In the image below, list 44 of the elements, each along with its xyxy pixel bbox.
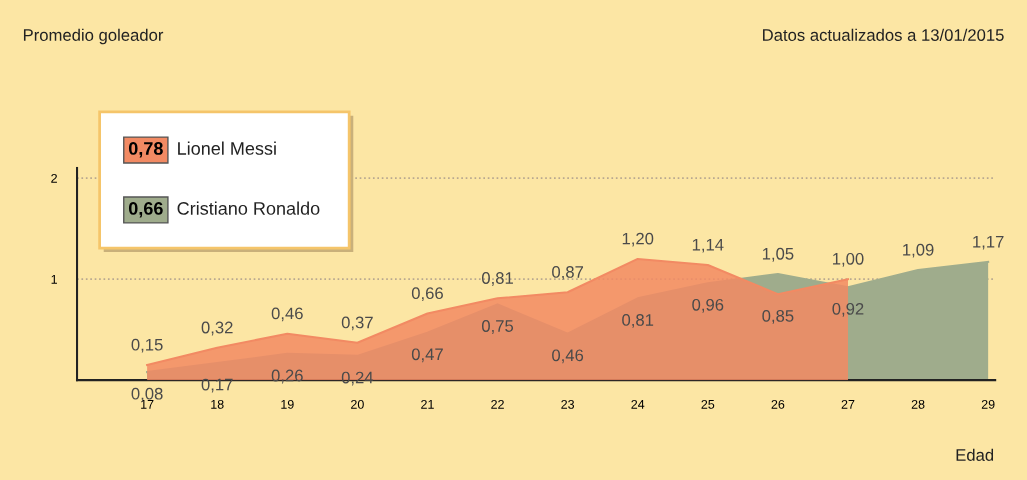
x-tick-label: 23 bbox=[561, 399, 575, 409]
x-tick-label: 29 bbox=[981, 399, 995, 409]
text: 0,78 bbox=[128, 142, 163, 158]
data-label: 0,75 bbox=[481, 320, 514, 334]
data-label: 0,85 bbox=[762, 310, 794, 324]
x-tick-label: 18 bbox=[211, 399, 224, 409]
data-label: 0,46 bbox=[552, 349, 584, 364]
data-label: 1,14 bbox=[692, 238, 724, 253]
data-label: 0,37 bbox=[341, 316, 373, 331]
data-label: 0,08 bbox=[131, 387, 163, 402]
x-tick-label: 24 bbox=[631, 399, 645, 409]
data-label: 0,17 bbox=[201, 378, 233, 393]
data-label: 1,00 bbox=[833, 252, 864, 267]
x-tick-label: 28 bbox=[911, 399, 925, 409]
annotation: 0,66 bbox=[128, 202, 163, 218]
x-tick-label: 19 bbox=[281, 399, 294, 409]
y-tick-label: 1 bbox=[51, 275, 57, 284]
data-label: 1,05 bbox=[762, 247, 794, 262]
data-label: 1,20 bbox=[622, 232, 654, 247]
x-tick-label: 25 bbox=[701, 399, 715, 409]
data-label: 0,96 bbox=[692, 298, 724, 313]
data-label: 0,15 bbox=[131, 338, 163, 353]
y-tick-label: 2 bbox=[51, 173, 57, 183]
x-tick-label: 17 bbox=[141, 400, 154, 409]
x-tick-label: 27 bbox=[841, 399, 855, 409]
chart-subtitle: Datos actualizados a 13/01/2015 bbox=[763, 28, 1004, 41]
data-label: 1,17 bbox=[973, 235, 1004, 250]
data-label: 0,87 bbox=[552, 266, 584, 280]
x-tick-label: 26 bbox=[771, 399, 785, 409]
text: Promedio goleador bbox=[23, 28, 164, 45]
x-axis-title: Edad bbox=[956, 448, 994, 461]
data-label: 0,32 bbox=[201, 321, 233, 336]
data-label: 0,81 bbox=[622, 314, 654, 328]
legend-label: Cristiano Ronaldo bbox=[177, 201, 320, 215]
x-tick-label: 22 bbox=[491, 399, 504, 409]
x-tick-label: 21 bbox=[421, 399, 434, 409]
legend-label: Lionel Messi bbox=[178, 141, 276, 155]
data-label: 0,47 bbox=[411, 348, 443, 363]
data-label: 0,81 bbox=[481, 272, 513, 286]
x-tick-label: 20 bbox=[351, 399, 364, 409]
data-label: 0,46 bbox=[271, 307, 303, 322]
data-label: 1,09 bbox=[903, 243, 934, 258]
data-label: 0,66 bbox=[411, 287, 443, 302]
data-label: 0,92 bbox=[832, 302, 864, 317]
